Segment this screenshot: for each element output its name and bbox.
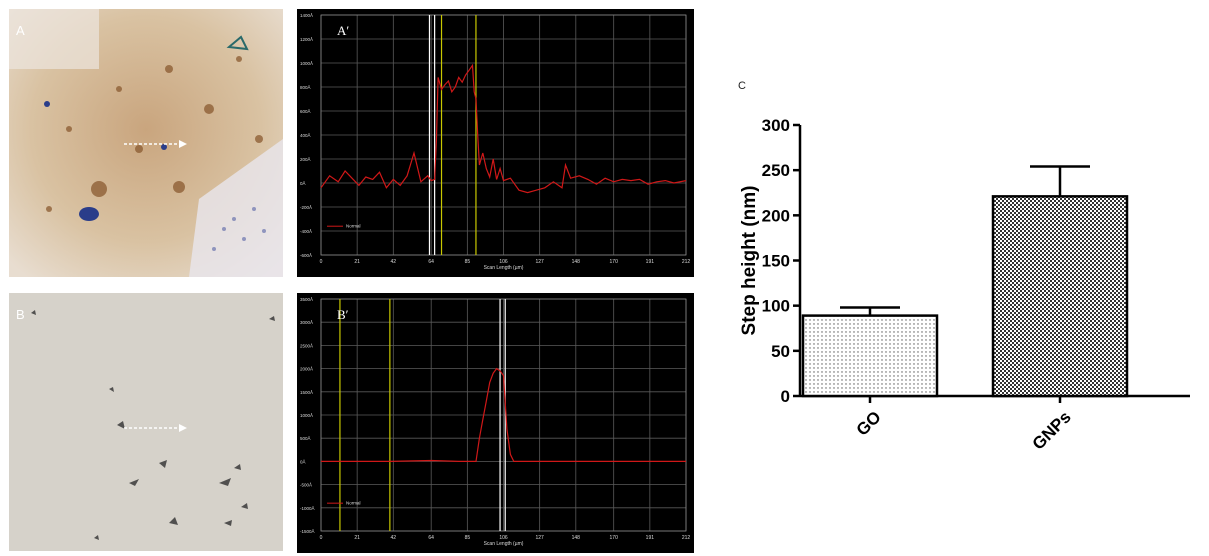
- x-tick-label: 212: [682, 259, 691, 265]
- x-tick-label: 191: [646, 535, 655, 541]
- y-tick-label: 100: [762, 297, 790, 316]
- profile-trace-line: [320, 63, 687, 194]
- x-tick-label: 42: [391, 259, 397, 265]
- x-tick-label: GNPs: [1029, 407, 1075, 453]
- x-tick-label: 21: [354, 259, 360, 265]
- x-tick-label: 148: [572, 259, 581, 265]
- micrograph-b: B: [9, 293, 283, 551]
- legend-label: Normal: [346, 501, 361, 506]
- x-tick-label: 127: [535, 259, 544, 265]
- y-tick-label: 250: [762, 161, 790, 180]
- x-tick-label: 127: [535, 535, 544, 541]
- x-tick-label: 85: [465, 259, 471, 265]
- y-tick-label: 2500Å: [300, 342, 313, 348]
- x-tick-label: 170: [610, 259, 619, 265]
- x-tick-label: 0: [320, 535, 323, 541]
- y-tick-label: 500Å: [300, 435, 311, 441]
- y-tick-label: 600Å: [300, 108, 311, 114]
- y-tick-label: -200Å: [300, 204, 312, 210]
- y-tick-label: 1000Å: [300, 412, 313, 418]
- y-tick-label: 1000Å: [300, 60, 313, 66]
- y-tick-label: -1500Å: [300, 528, 315, 534]
- plot-frame: [320, 14, 687, 256]
- bar-gnps: [991, 195, 1129, 398]
- panel-label-b-prime: B′: [337, 307, 349, 322]
- y-tick-label: 0Å: [300, 180, 306, 186]
- x-tick-label: 64: [428, 259, 434, 265]
- x-tick-label: 0: [320, 259, 323, 265]
- x-tick-label: 21: [354, 535, 360, 541]
- y-tick-label: -500Å: [300, 482, 312, 488]
- y-tick-label: 300: [762, 116, 790, 135]
- x-tick-label: 85: [465, 535, 471, 541]
- x-tick-label: 106: [499, 259, 508, 265]
- micrograph-a: A: [9, 9, 283, 277]
- bar-go: [801, 314, 939, 398]
- panel-label-c: C: [738, 80, 746, 92]
- profile-chart-a-prime: 0 21 42 64 85 106 127 148 170 191 212 -600Å -400Å -20…: [297, 9, 694, 277]
- profile-chart-b-prime-plot: 0 21 42 64 85 106 127 148 170 191 212 -1500Å -1000Å -…: [300, 296, 691, 547]
- y-tick-label: 150: [762, 252, 790, 271]
- y-tick-label: 200: [762, 206, 790, 225]
- x-tick-label: 212: [682, 535, 691, 541]
- profile-chart-a-prime-plot: 0 21 42 64 85 106 127 148 170 191 212 -600Å -400Å -20…: [300, 12, 691, 271]
- y-tick-label: -1000Å: [300, 505, 315, 511]
- y-tick-label: 200Å: [300, 156, 311, 162]
- x-tick-label: 106: [499, 535, 508, 541]
- x-tick-label: 191: [646, 259, 655, 265]
- x-tick-label: GO: [853, 407, 885, 439]
- y-tick-label: 0Å: [300, 458, 306, 464]
- y-axis-label: Step height (nm): [739, 186, 760, 336]
- panel-label-a-prime: A′: [337, 23, 350, 38]
- x-axis-label: Scan Length (µm): [484, 265, 524, 271]
- x-axis-label: Scan Length (µm): [484, 541, 524, 547]
- profile-chart-b-prime: 0 21 42 64 85 106 127 148 170 191 212 -1500Å -1000Å -…: [297, 293, 694, 553]
- x-tick-label: 148: [572, 535, 581, 541]
- y-tick-label: 3500Å: [300, 296, 313, 302]
- panel-label-a: A: [16, 23, 25, 38]
- panel-label-b: B: [16, 307, 25, 322]
- x-tick-label: 64: [428, 535, 434, 541]
- plot-frame: [320, 298, 687, 532]
- y-tick-label: 1200Å: [300, 36, 313, 42]
- y-tick-label: 3000Å: [300, 319, 313, 325]
- profile-trace-line: [321, 367, 686, 462]
- step-height-bar-chart: 0 50 100 150 200 250 300 Step height (nm) GO GNPs: [739, 116, 1190, 454]
- y-tick-label: 1500Å: [300, 389, 313, 395]
- y-tick-label: -400Å: [300, 228, 312, 234]
- x-tick-label: 42: [391, 535, 397, 541]
- x-tick-label: 170: [610, 535, 619, 541]
- y-tick-label: 1400Å: [300, 12, 313, 18]
- y-tick-label: 800Å: [300, 84, 311, 90]
- y-tick-label: 50: [771, 342, 790, 361]
- y-tick-label: 2000Å: [300, 366, 313, 372]
- y-tick-label: -600Å: [300, 252, 312, 258]
- y-tick-label: 400Å: [300, 132, 311, 138]
- y-tick-label: 0: [781, 387, 790, 406]
- legend-label: Normal: [346, 224, 361, 229]
